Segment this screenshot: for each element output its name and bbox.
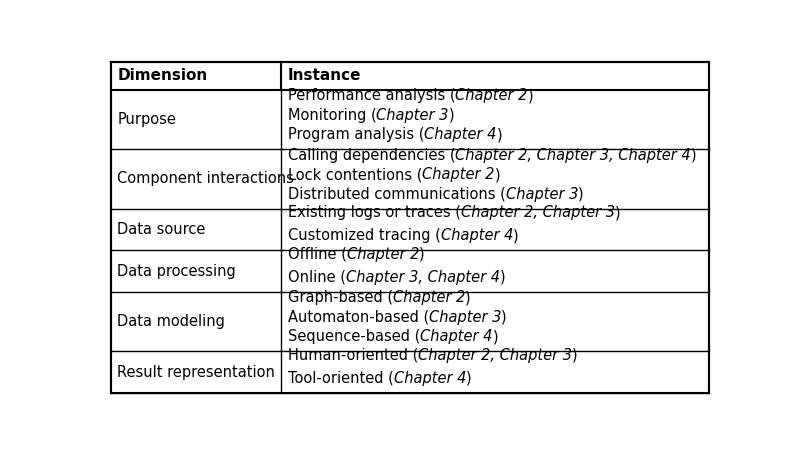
Text: Dimension: Dimension — [118, 68, 208, 83]
Text: ): ) — [578, 187, 583, 202]
Text: Data modeling: Data modeling — [118, 314, 226, 329]
Text: Data source: Data source — [118, 222, 206, 237]
Text: Purpose: Purpose — [118, 112, 176, 127]
Text: Chapter 3: Chapter 3 — [377, 108, 449, 123]
Text: ): ) — [500, 270, 506, 285]
Text: Existing logs or traces (: Existing logs or traces ( — [288, 205, 461, 220]
Text: Chapter 2: Chapter 2 — [393, 290, 465, 306]
Text: ): ) — [502, 310, 507, 325]
Text: Chapter 2: Chapter 2 — [346, 247, 419, 262]
Text: Calling dependencies (: Calling dependencies ( — [288, 148, 455, 163]
Text: Graph-based (: Graph-based ( — [288, 290, 393, 306]
Text: ): ) — [449, 108, 454, 123]
Text: Chapter 2, Chapter 3: Chapter 2, Chapter 3 — [418, 348, 572, 363]
Text: ): ) — [494, 167, 500, 182]
Text: Chapter 4: Chapter 4 — [424, 127, 497, 142]
Text: Sequence-based (: Sequence-based ( — [288, 329, 420, 344]
Text: Lock contentions (: Lock contentions ( — [288, 167, 422, 182]
Text: Offline (: Offline ( — [288, 247, 346, 262]
Text: Chapter 4: Chapter 4 — [441, 228, 513, 243]
Text: Instance: Instance — [288, 68, 361, 83]
Text: Online (: Online ( — [288, 270, 346, 285]
Text: Chapter 3: Chapter 3 — [506, 187, 578, 202]
Text: Chapter 2, Chapter 3: Chapter 2, Chapter 3 — [461, 205, 614, 220]
Text: Chapter 2: Chapter 2 — [422, 167, 494, 182]
Text: Distributed communications (: Distributed communications ( — [288, 187, 506, 202]
Text: Data processing: Data processing — [118, 264, 236, 279]
Text: Tool-oriented (: Tool-oriented ( — [288, 371, 394, 386]
Text: Chapter 4: Chapter 4 — [394, 371, 466, 386]
Text: Chapter 4: Chapter 4 — [420, 329, 493, 344]
Text: ): ) — [572, 348, 578, 363]
Text: Performance analysis (: Performance analysis ( — [288, 88, 455, 104]
Text: Automaton-based (: Automaton-based ( — [288, 310, 429, 325]
Text: Customized tracing (: Customized tracing ( — [288, 228, 441, 243]
Text: Chapter 2, Chapter 3, Chapter 4: Chapter 2, Chapter 3, Chapter 4 — [455, 148, 691, 163]
Text: ): ) — [528, 88, 534, 104]
Text: ): ) — [614, 205, 620, 220]
Text: Chapter 2: Chapter 2 — [455, 88, 528, 104]
Text: Result representation: Result representation — [118, 364, 275, 379]
Text: Program analysis (: Program analysis ( — [288, 127, 424, 142]
Text: Chapter 3: Chapter 3 — [429, 310, 502, 325]
Text: Human-oriented (: Human-oriented ( — [288, 348, 418, 363]
Text: ): ) — [419, 247, 425, 262]
Text: Monitoring (: Monitoring ( — [288, 108, 377, 123]
Text: ): ) — [465, 290, 471, 306]
Text: ): ) — [691, 148, 697, 163]
Text: Chapter 3, Chapter 4: Chapter 3, Chapter 4 — [346, 270, 500, 285]
Text: ): ) — [513, 228, 518, 243]
Text: ): ) — [493, 329, 498, 344]
Text: ): ) — [497, 127, 502, 142]
Text: ): ) — [466, 371, 471, 386]
Text: Component interactions: Component interactions — [118, 171, 294, 186]
